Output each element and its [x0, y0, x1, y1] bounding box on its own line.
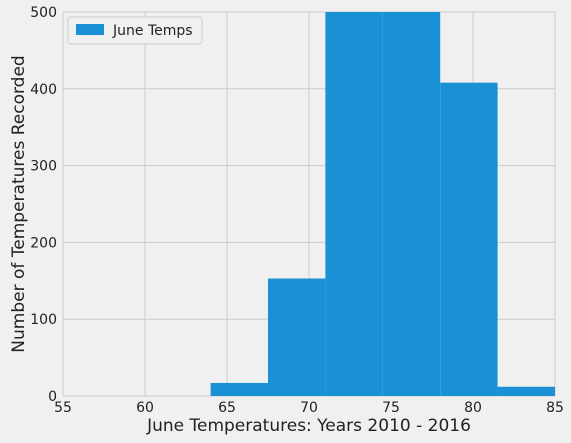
- x-axis-label: June Temperatures: Years 2010 - 2016: [146, 416, 471, 436]
- legend-frame: [67, 16, 203, 45]
- y-tick-label: 100: [30, 312, 57, 328]
- x-tick-label: 55: [54, 400, 72, 416]
- y-tick-labels: 0 100 200 300 400 500: [30, 5, 57, 405]
- x-tick-label: 70: [300, 400, 318, 416]
- legend: June Temps: [67, 16, 203, 45]
- y-tick-label: 0: [48, 389, 57, 405]
- y-tick-label: 300: [30, 159, 57, 175]
- x-tick-label: 85: [546, 400, 564, 416]
- histogram-bar: [440, 82, 498, 396]
- y-tick-label: 500: [30, 5, 57, 21]
- legend-label: June Temps: [112, 23, 193, 39]
- histogram-bar: [325, 12, 383, 396]
- y-tick-label: 400: [30, 82, 57, 98]
- y-tick-label: 200: [30, 235, 57, 251]
- histogram-bar: [210, 382, 268, 396]
- histogram-bar: [268, 278, 326, 396]
- bars: [210, 12, 555, 396]
- histogram-bar: [382, 12, 441, 396]
- histogram-bar: [497, 386, 555, 396]
- y-axis-label: Number of Temperatures Recorded: [9, 55, 29, 352]
- x-tick-labels: 55 60 65 70 75 80 85: [54, 400, 564, 416]
- x-tick-label: 80: [464, 400, 482, 416]
- x-tick-label: 65: [218, 400, 236, 416]
- legend-swatch: [76, 24, 104, 35]
- x-tick-label: 60: [136, 400, 154, 416]
- x-tick-label: 75: [382, 400, 400, 416]
